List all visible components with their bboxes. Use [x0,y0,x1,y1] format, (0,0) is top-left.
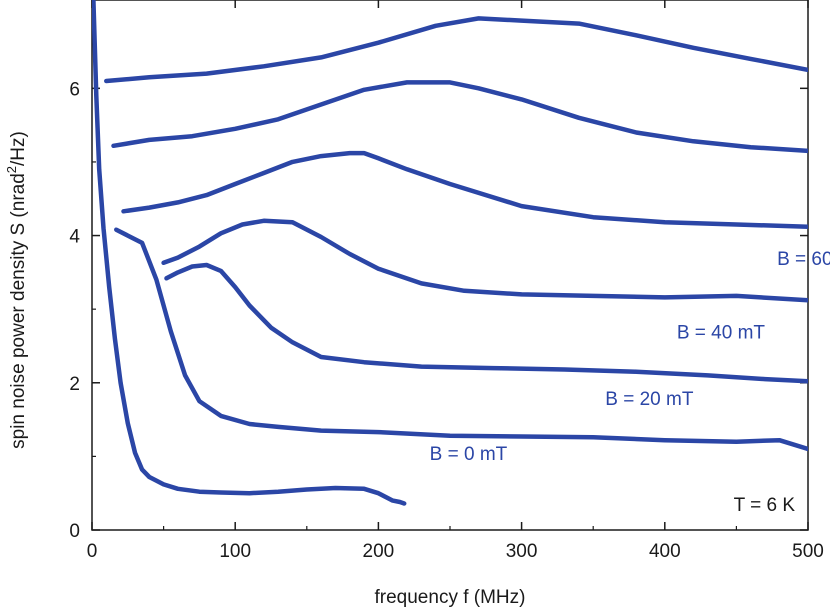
series-line-1 [114,227,808,452]
y-axis-title-sup: 2 [4,166,19,173]
x-tick-label: 500 [792,541,824,562]
series-line-2 [164,262,808,384]
x-axis-title: frequency f (MHz) [375,587,526,608]
series-label-0: B = 0 mT [430,444,508,465]
x-tick-label: 100 [219,541,251,562]
series-labels: B = 0 mTB = 20 mTB = 40 mTB = 60 mTB = 8… [430,249,830,465]
series-line-0 [92,0,407,506]
series-label-2: B = 40 mT [677,323,766,344]
series-line-3 [161,218,808,303]
x-tick-label: 300 [506,541,538,562]
y-tick-label: 6 [69,79,80,100]
y-tick-label: 0 [69,521,80,542]
y-axis-title-main: spin noise power density S (nrad [8,173,29,449]
y-tick-label: 2 [69,374,80,395]
series-label-3: B = 60 mT [777,249,830,270]
series-line-6 [104,16,808,84]
x-tick-label: 400 [649,541,681,562]
x-tick-label: 0 [87,541,98,562]
series-group [92,0,808,506]
axes: 0 100 200 300 400 500 0 2 4 6 [69,0,824,562]
y-axis-title: spin noise power density S (nrad2/Hz) [4,131,29,449]
y-tick-label: 4 [69,227,80,248]
temperature-annotation: T = 6 K [734,495,796,516]
series-label-1: B = 20 mT [605,389,694,410]
series-line-4 [121,150,808,229]
x-tick-label: 200 [363,541,395,562]
series-line-5 [111,80,808,154]
y-axis-title-tail: /Hz) [8,131,29,166]
